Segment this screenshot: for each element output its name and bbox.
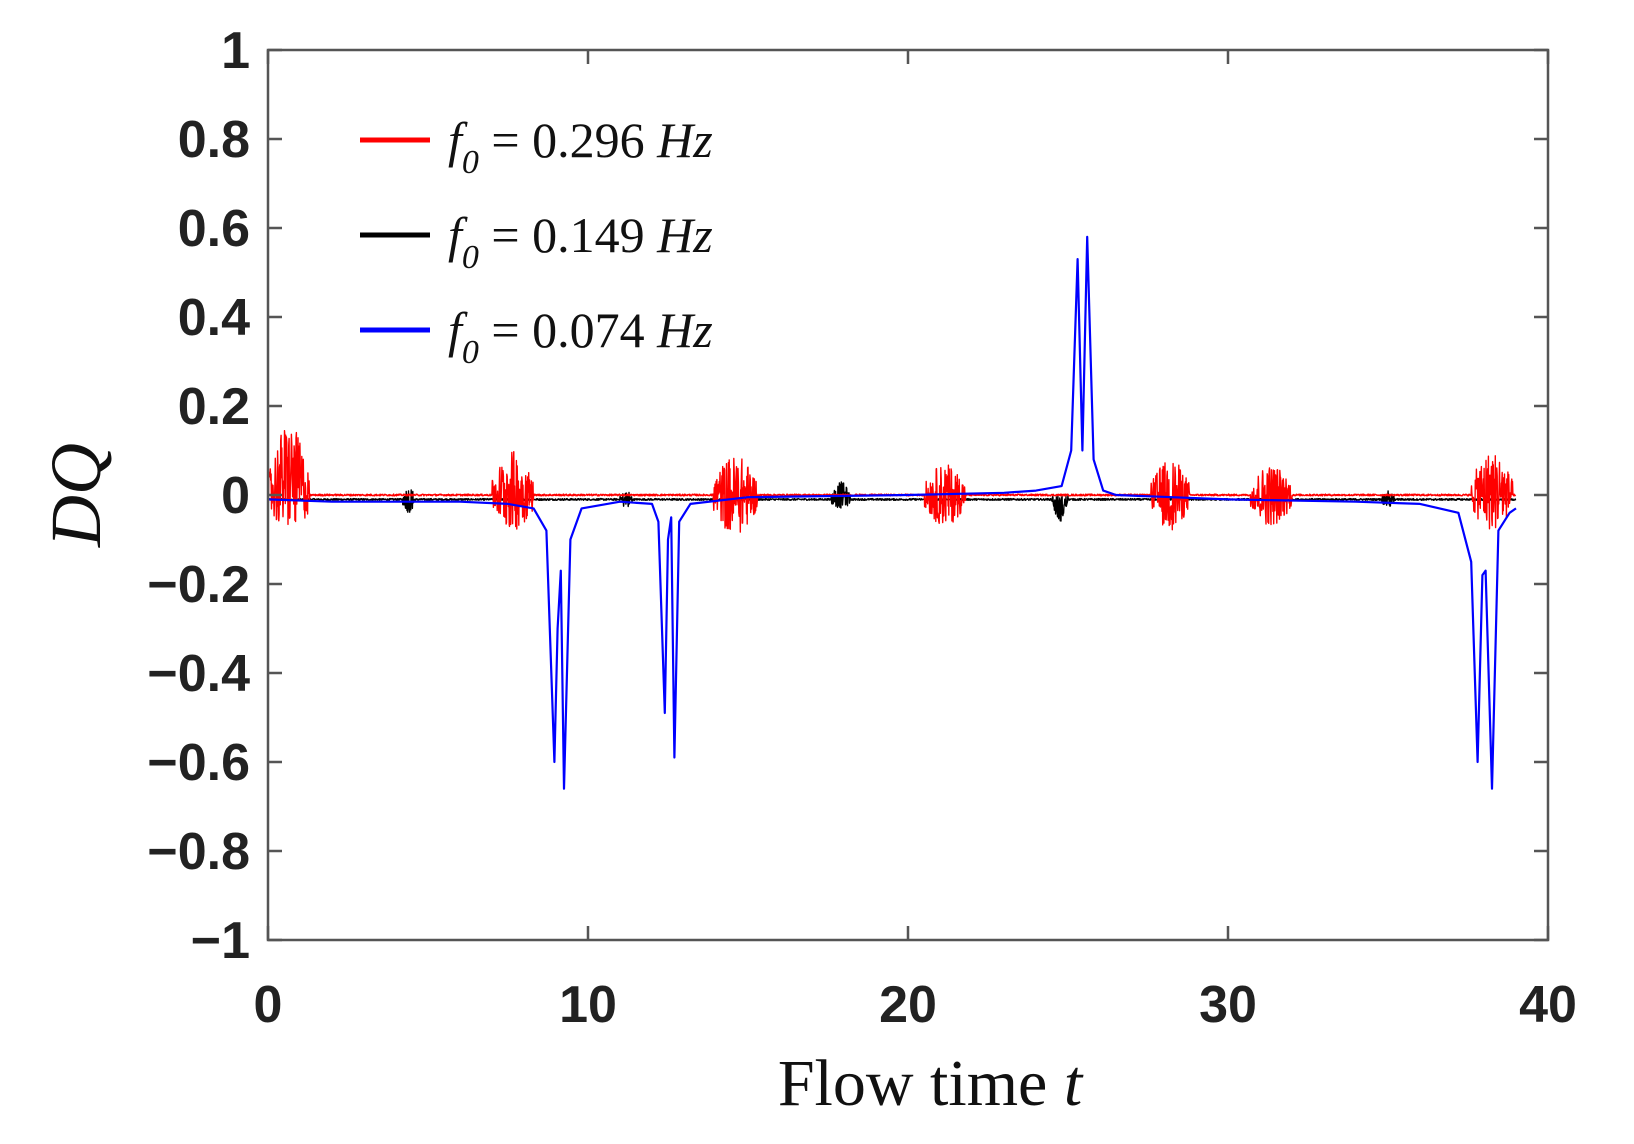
x-tick-label: 20 <box>879 976 937 1034</box>
y-tick-label: 0.4 <box>178 289 250 347</box>
y-tick-label: 0.8 <box>178 111 250 169</box>
x-tick-label: 10 <box>559 976 617 1034</box>
legend-label-2: f0 = 0.074 Hz <box>448 302 713 371</box>
series-layer <box>267 235 1517 790</box>
legend: f0 = 0.296 Hz f0 = 0.149 Hz f0 = 0.074 Hz <box>360 112 713 371</box>
x-axis-var: t <box>1064 1047 1084 1120</box>
y-axis-label: DQ <box>36 443 116 548</box>
y-tick-label: −0.6 <box>147 734 250 792</box>
legend-label-0: f0 = 0.296 Hz <box>448 112 713 181</box>
series-line-2 <box>267 235 1517 790</box>
y-tick-label: 0.2 <box>178 378 250 436</box>
y-tick-label: −0.4 <box>147 645 250 703</box>
y-tick-label: 0 <box>221 467 250 525</box>
y-tick-label: 0.6 <box>178 200 250 258</box>
x-tick-label: 40 <box>1519 976 1577 1034</box>
ticks-layer: 0 10 20 30 40 1 0.8 0.6 0.4 0.2 0 −0.2 −0.4 −0.6 −0.8 −… <box>147 22 1577 1034</box>
x-axis-label: Flow time t <box>778 1047 1084 1120</box>
x-tick-label: 30 <box>1199 976 1257 1034</box>
y-tick-label: 1 <box>221 22 250 80</box>
series-line-0 <box>267 430 1517 533</box>
x-tick-label: 0 <box>254 976 283 1034</box>
y-tick-label: −0.8 <box>147 823 250 881</box>
legend-label-1: f0 = 0.149 Hz <box>448 207 713 276</box>
y-tick-label: −0.2 <box>147 556 250 614</box>
y-tick-label: −1 <box>191 912 250 970</box>
